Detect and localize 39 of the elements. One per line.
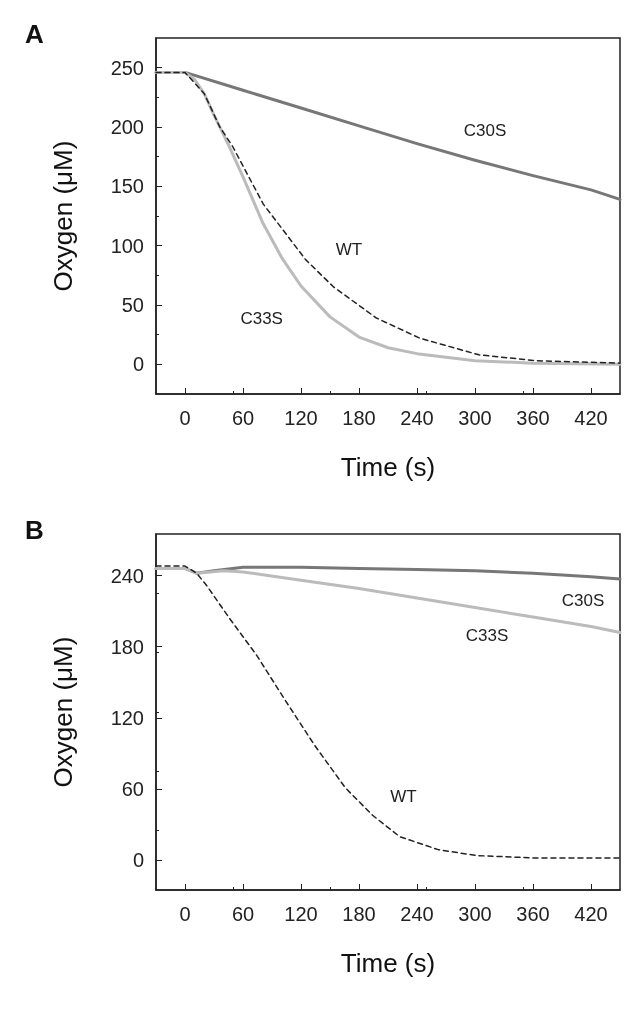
chart-title: B: [25, 515, 44, 545]
y-tick-label: 150: [110, 175, 144, 198]
chart-title: A: [25, 19, 44, 49]
x-tick-label: 360: [516, 407, 550, 429]
series-label: C33S: [465, 626, 509, 646]
x-tick-label: 420: [574, 903, 608, 925]
y-tick-label: 0: [132, 849, 144, 872]
y-tick-label: 0: [132, 353, 144, 376]
x-tick-label: 180: [342, 903, 376, 925]
x-tick-label: 0: [179, 407, 191, 429]
y-tick-label: 200: [110, 116, 144, 138]
y-tick-label: 100: [110, 234, 144, 257]
x-tick-label: 420: [574, 407, 608, 429]
x-tick-label: 300: [458, 903, 492, 925]
series-label: C30S: [463, 120, 507, 140]
x-tick-label: 300: [458, 407, 492, 429]
x-tick-label: 120: [284, 903, 318, 925]
y-tick-label: 60: [121, 778, 144, 801]
y-tick-label: 120: [110, 706, 144, 729]
x-axis-title: Time (s): [340, 948, 436, 978]
series-label: WT: [335, 239, 363, 259]
series-label: C30S: [561, 591, 605, 611]
y-axis-title: Oxygen (μM): [48, 636, 78, 788]
y-tick-label: 250: [110, 56, 144, 79]
x-tick-label: 180: [342, 407, 376, 429]
series-label: C33S: [240, 309, 283, 329]
series-label: WT: [390, 786, 417, 806]
x-tick-label: 360: [516, 903, 550, 925]
x-axis-title: Time (s): [340, 452, 436, 482]
x-tick-label: 240: [400, 407, 434, 429]
x-tick-label: 240: [400, 903, 434, 925]
y-tick-label: 180: [110, 635, 144, 658]
y-tick-label: 240: [110, 564, 144, 587]
x-tick-label: 60: [231, 407, 255, 429]
x-tick-label: 120: [284, 407, 318, 429]
x-tick-label: 0: [179, 903, 191, 925]
y-tick-label: 50: [121, 294, 144, 316]
x-tick-label: 60: [231, 903, 255, 925]
y-axis-title: Oxygen (μM): [48, 140, 78, 292]
